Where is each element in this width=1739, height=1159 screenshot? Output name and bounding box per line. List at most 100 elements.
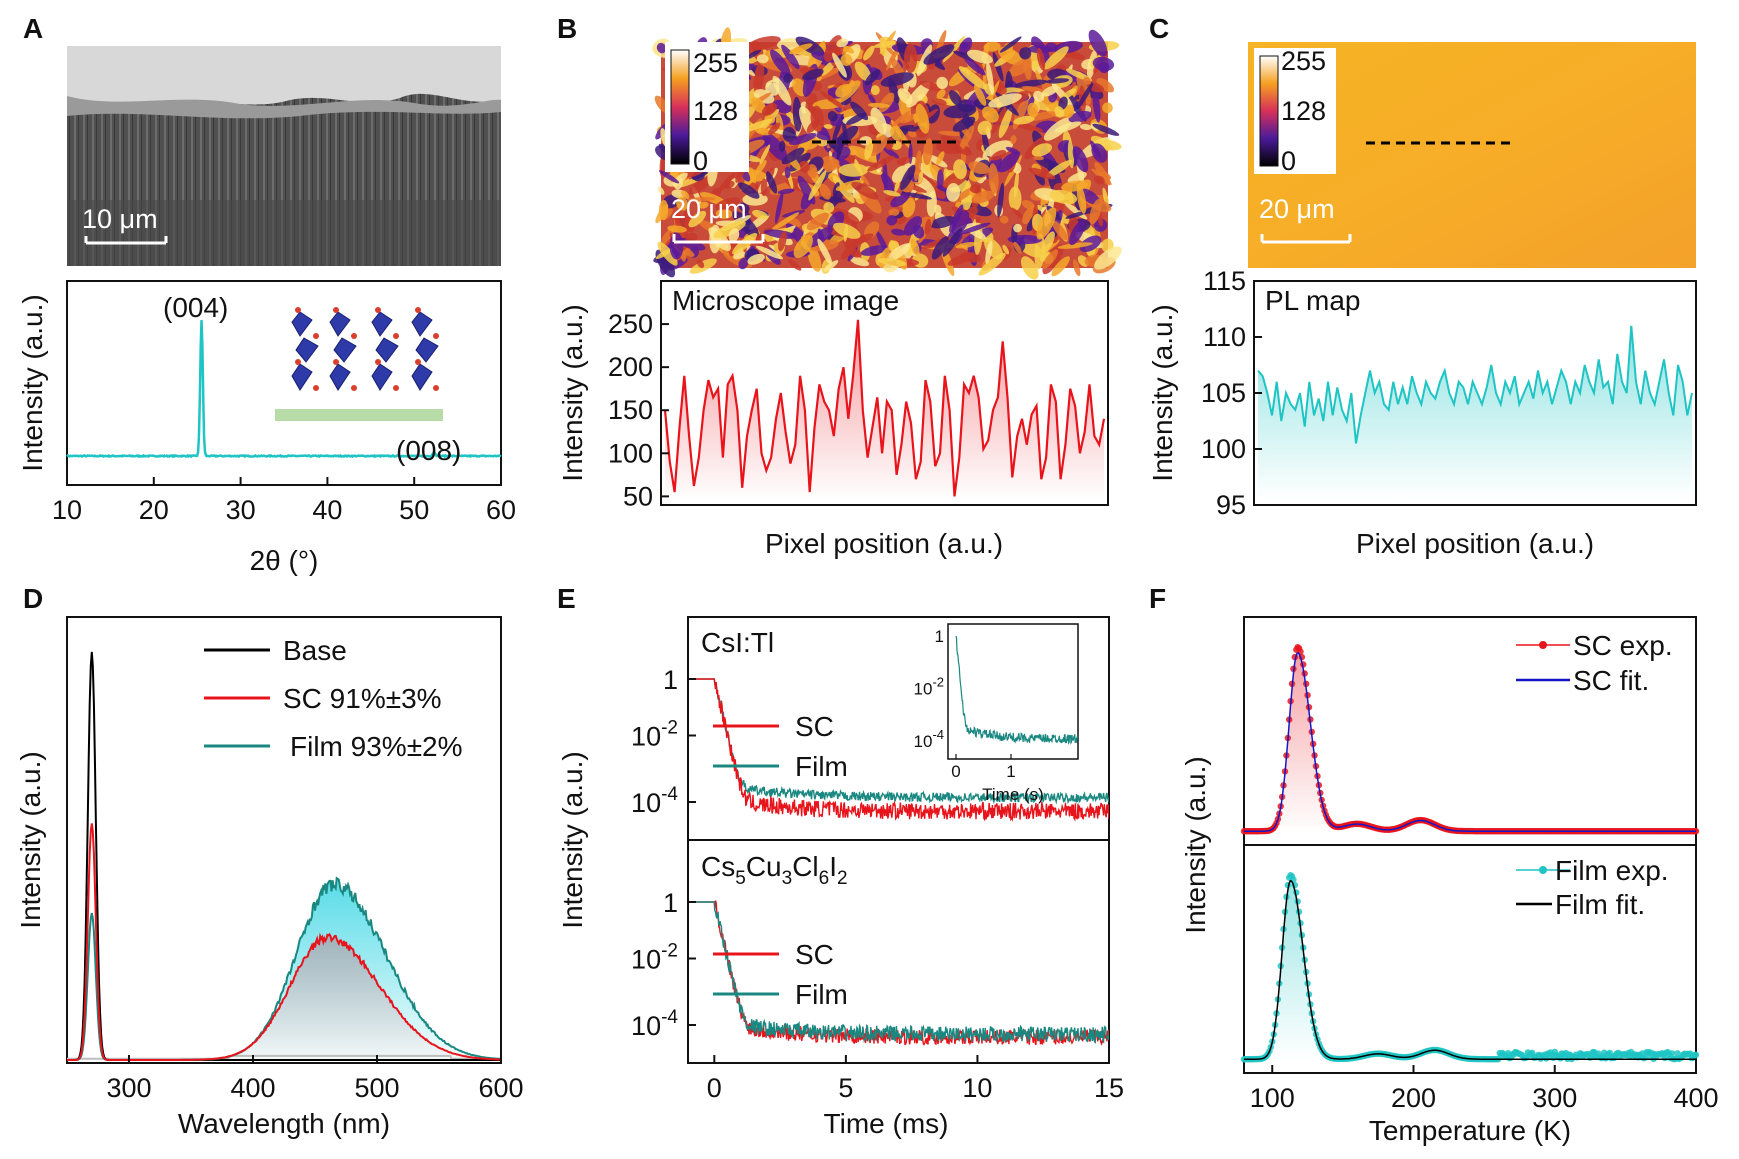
inset-x-tick-label: 1 xyxy=(1006,762,1015,781)
legend-d: Base SC 91%±3% Film 93%±2% xyxy=(204,635,463,762)
csitl-film-trace xyxy=(688,678,1109,805)
legend-f-bottom: Film exp. Film fit. xyxy=(1516,855,1669,920)
sc-tl-fill xyxy=(1244,652,1696,833)
y-axis-label-d: Intensity (a.u.) xyxy=(15,751,46,928)
annotation-b: Microscope image xyxy=(672,285,899,316)
panel-b-y-tick-label: 100 xyxy=(608,438,653,468)
x-axis-label-b: Pixel position (a.u.) xyxy=(765,528,1003,559)
colorbar-b-tick-high: 255 xyxy=(693,48,738,78)
inset-y-tick-label: 10-2 xyxy=(914,675,944,699)
panel-f-x-tick-label: 200 xyxy=(1391,1083,1436,1113)
panel-a-x-tick-label: 40 xyxy=(312,495,342,525)
y-axis-ticks-b: 50 100 150 200 250 xyxy=(608,309,669,511)
panel-a-x-tick-label: 30 xyxy=(226,495,256,525)
inset-film-trace xyxy=(955,635,1079,745)
panel-d-x-tick-label: 500 xyxy=(354,1073,399,1103)
plot-frame-d xyxy=(66,616,502,1064)
legend-d-base: Base xyxy=(283,635,347,666)
x-axis-label-d: Wavelength (nm) xyxy=(178,1108,390,1139)
panel-c-y-tick-label: 105 xyxy=(1201,378,1246,408)
film-tl-fill xyxy=(1244,880,1696,1061)
panel-e-x-tick-label: 0 xyxy=(707,1073,722,1103)
inset-e: 0 1 1 10-2 10-4 Time (s) xyxy=(914,623,1079,804)
panel-e-y-tick-label: 10-2 xyxy=(631,941,678,975)
colorbar-c xyxy=(1259,55,1279,167)
panel-a-x-tick-label: 20 xyxy=(139,495,169,525)
x-axis-ticks-d: 300 400 500 600 xyxy=(106,1055,524,1103)
legend-e-bottom-sc: SC xyxy=(795,939,834,970)
panel-b-y-tick-label: 200 xyxy=(608,352,653,382)
y-axis-label-b: Intensity (a.u.) xyxy=(557,304,588,481)
legend-e-top-sc: SC xyxy=(795,711,834,742)
sc-fit-trace xyxy=(1244,652,1696,832)
plot-frame-f-bottom xyxy=(1243,844,1697,1074)
legend-f-sc-fit: SC fit. xyxy=(1573,665,1649,696)
peak-label-004: (004) xyxy=(163,292,228,323)
film-fit-trace xyxy=(1244,879,1696,1060)
legend-f-sc-exp: SC exp. xyxy=(1573,630,1673,661)
plot-frame-a xyxy=(66,280,502,486)
pl-map-image: 255 128 0 20 μm xyxy=(1248,42,1696,268)
y-axis-label-e: Intensity (a.u.) xyxy=(557,751,588,928)
pl-profile-fill xyxy=(1258,325,1692,500)
x-axis-ticks-a: 10 20 30 40 50 60 xyxy=(52,477,516,525)
colorbar-b-tick-mid: 128 xyxy=(693,96,738,126)
annotation-c: PL map xyxy=(1265,285,1360,316)
panel-e-x-tick-label: 15 xyxy=(1094,1073,1124,1103)
panel-label-d: D xyxy=(23,583,43,614)
panel-label-c: C xyxy=(1149,13,1169,44)
sc-emission-fill xyxy=(204,934,501,1060)
panel-label-e: E xyxy=(557,583,576,614)
inset-x-axis-label: Time (s) xyxy=(982,785,1044,804)
panel-f-x-tick-label: 100 xyxy=(1250,1083,1295,1113)
micro-scale-bar-label: 20 μm xyxy=(671,194,747,224)
y-axis-ticks-c: 95 100 105 110 115 xyxy=(1201,266,1262,520)
panel-f-x-tick-label: 400 xyxy=(1673,1083,1718,1113)
x-axis-ticks-f: 100 200 300 400 xyxy=(1250,1065,1719,1113)
panel-e-y-tick-label: 10-4 xyxy=(631,784,678,818)
colorbar-c-tick-mid: 128 xyxy=(1281,96,1326,126)
legend-d-sc: SC 91%±3% xyxy=(283,683,442,714)
x-axis-label-a: 2θ (°) xyxy=(250,545,319,576)
panel-e-y-tick-label: 10-4 xyxy=(631,1007,678,1041)
peak-label-008: (008) xyxy=(396,435,461,466)
panel-e-x-tick-label: 5 xyxy=(838,1073,853,1103)
panel-c-y-tick-label: 110 xyxy=(1203,322,1246,352)
legend-e-top-film: Film xyxy=(795,751,848,782)
x-axis-label-e: Time (ms) xyxy=(824,1108,949,1139)
inset-y-tick-label: 1 xyxy=(935,627,944,646)
colorbar-c-tick-low: 0 xyxy=(1281,146,1296,176)
panel-b-y-tick-label: 250 xyxy=(608,309,653,339)
legend-f-top: SC exp. SC fit. xyxy=(1516,630,1673,696)
x-axis-label-c: Pixel position (a.u.) xyxy=(1356,528,1594,559)
sem-image: 10 μm xyxy=(67,46,501,266)
panel-d-x-tick-label: 400 xyxy=(230,1073,275,1103)
tl-exp-marker xyxy=(1674,1050,1681,1057)
sem-scale-bar-label: 10 μm xyxy=(82,204,158,234)
colorbar-b-tick-low: 0 xyxy=(693,146,708,176)
x-axis-label-f: Temperature (K) xyxy=(1369,1115,1571,1146)
panel-label-a: A xyxy=(23,13,43,44)
inset-y-tick-label: 10-4 xyxy=(914,727,944,751)
panel-e-y-tick-label: 1 xyxy=(663,665,678,695)
crystal-structure-inset xyxy=(275,307,443,421)
background-trace xyxy=(67,1054,501,1060)
inset-x-tick-label: 0 xyxy=(951,762,960,781)
microscope-profile-trace xyxy=(663,319,1106,497)
annotation-e-bottom: Cs5Cu3Cl6I2 xyxy=(701,851,848,889)
panel-a-x-tick-label: 60 xyxy=(486,495,516,525)
colorbar-c-tick-high: 255 xyxy=(1281,46,1326,76)
legend-f-film-exp: Film exp. xyxy=(1555,855,1669,886)
pl-profile-trace xyxy=(1257,325,1693,444)
plot-frame-b xyxy=(660,280,1109,506)
y-axis-label-f: Intensity (a.u.) xyxy=(1180,756,1211,933)
plot-frame-e-bottom xyxy=(687,839,1110,1064)
panel-e-y-tick-label: 1 xyxy=(663,888,678,918)
panel-e-x-tick-label: 10 xyxy=(962,1073,992,1103)
sc-trace xyxy=(67,823,501,1061)
legend-e-top: SC Film xyxy=(713,711,848,782)
legend-e-bottom-film: Film xyxy=(795,979,848,1010)
annotation-e-top: CsI:Tl xyxy=(701,627,774,658)
panel-b-y-tick-label: 50 xyxy=(623,481,653,511)
